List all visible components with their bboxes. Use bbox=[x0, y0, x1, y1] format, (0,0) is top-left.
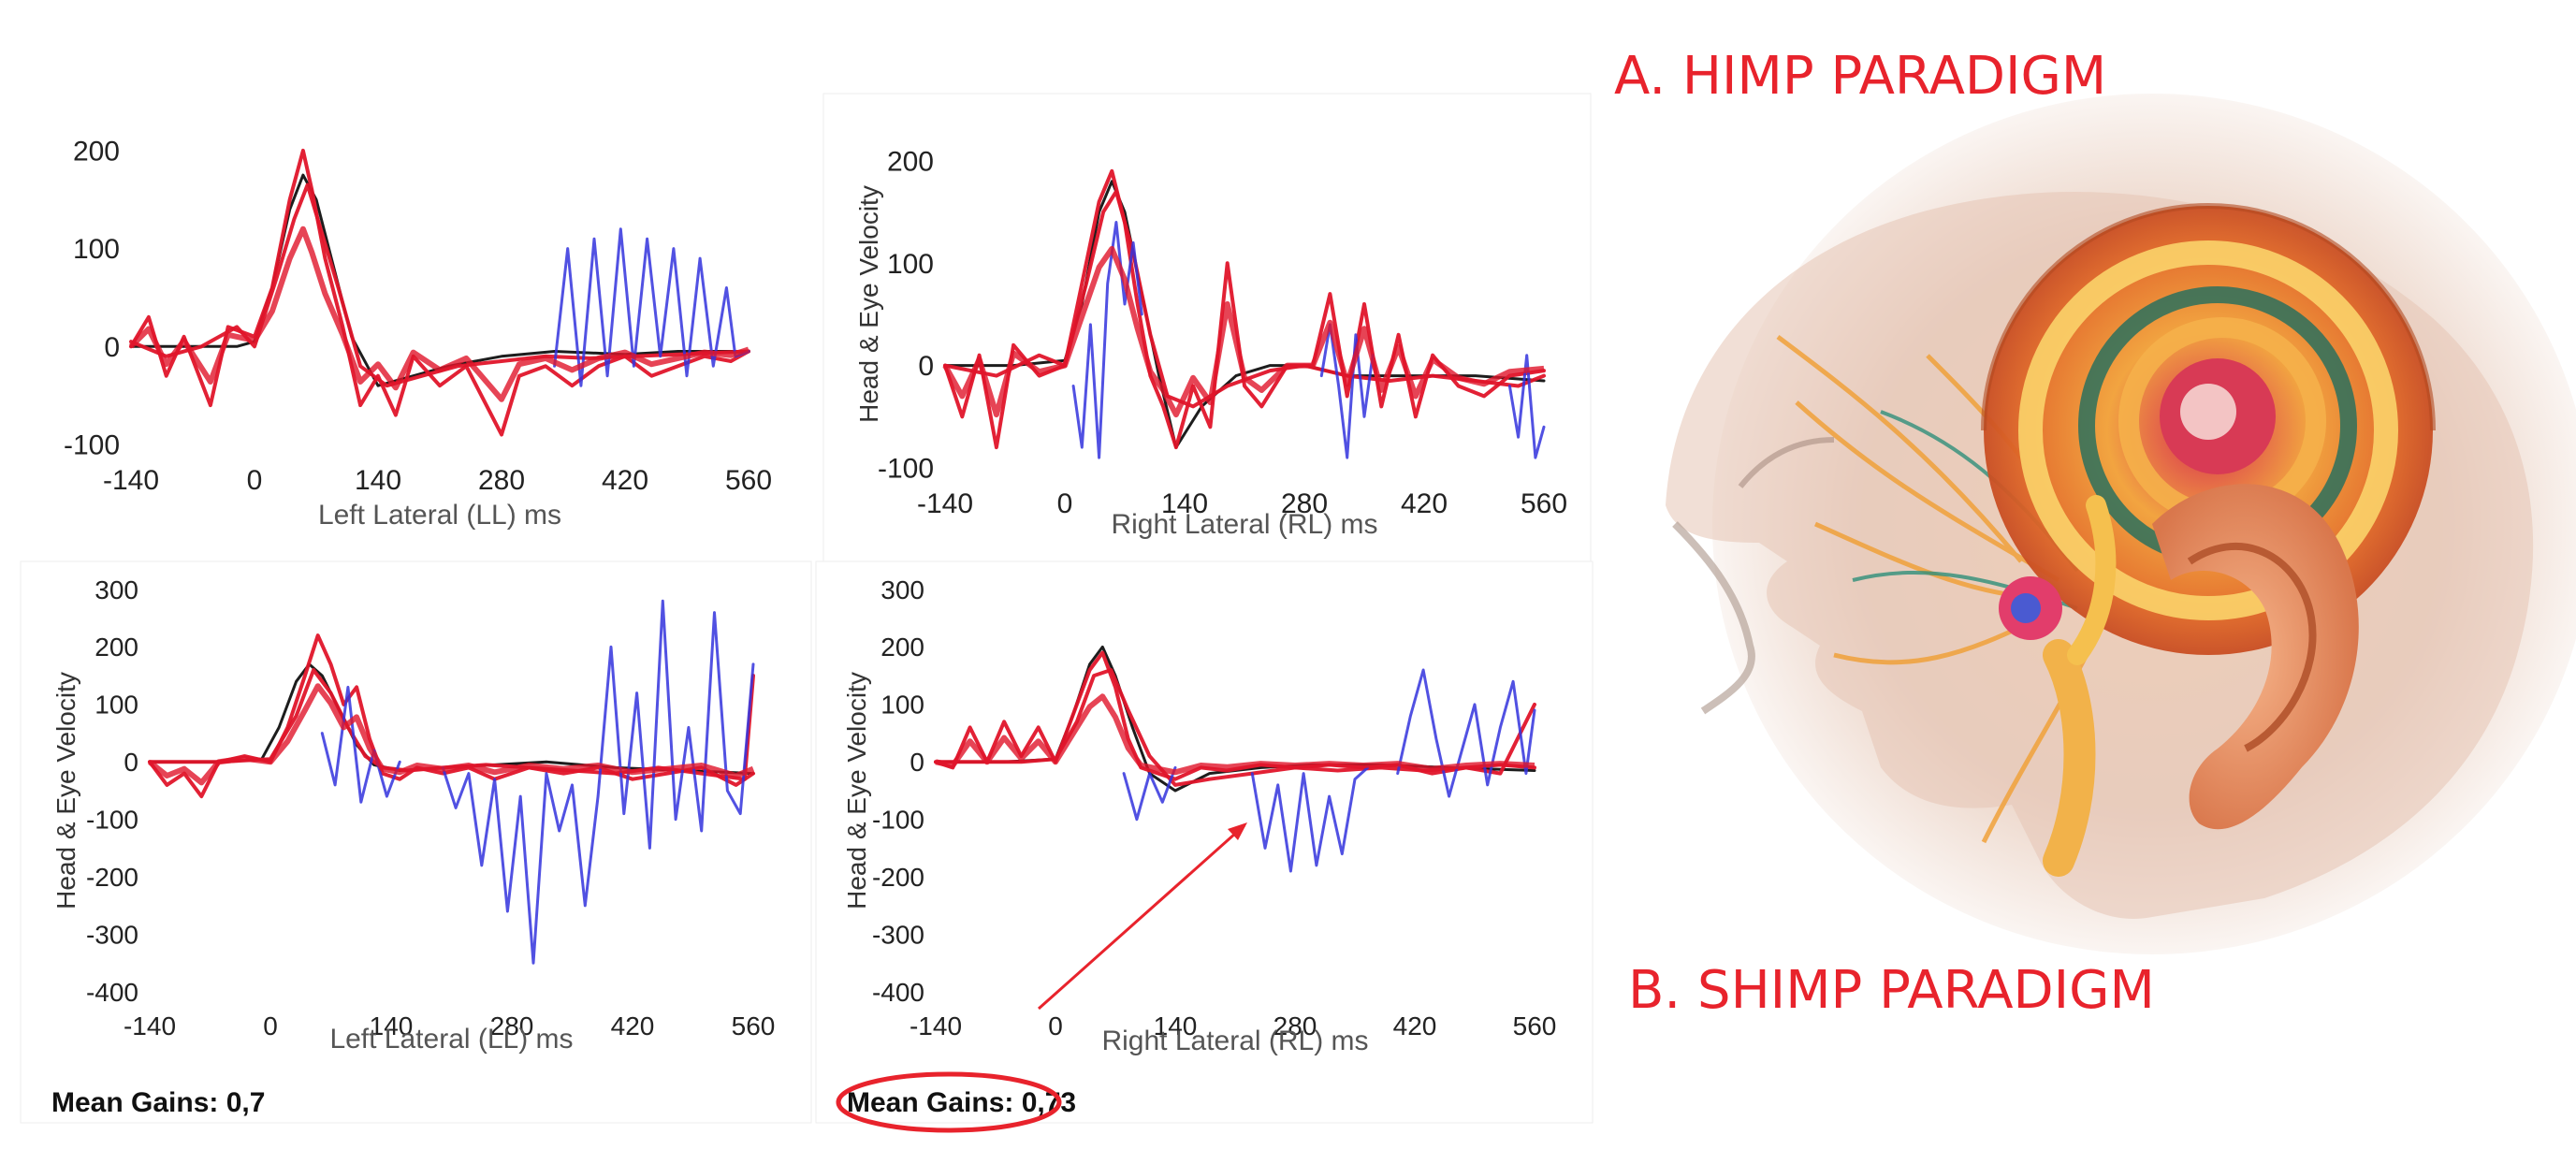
x-axis-label: Right Lateral (RL) ms bbox=[1101, 1026, 1368, 1056]
trace-red bbox=[129, 182, 750, 388]
x-tick-label: 420 bbox=[1401, 488, 1448, 519]
shimp-left-panel bbox=[20, 560, 812, 1124]
y-tick-label: -400 bbox=[872, 978, 924, 1007]
himp-left-chart: 200 100 0 -100 -140 0 140 280 420 560 Left Lateral… bbox=[64, 136, 772, 531]
x-tick-label: -140 bbox=[124, 1011, 176, 1040]
y-tick-label: -200 bbox=[872, 863, 924, 892]
himp-right-chart: 200 100 0 -100-140 0 140 280 420 560 Right Latera… bbox=[854, 146, 1567, 540]
x-tick-label: 140 bbox=[370, 1011, 414, 1040]
y-tick-label: 200 bbox=[887, 146, 934, 177]
y-axis-label: Head & Eye Velocity bbox=[854, 185, 883, 423]
x-tick-label: -140 bbox=[103, 465, 159, 496]
inner-ear-cochlea-illustration bbox=[1666, 94, 2576, 954]
himp-left-panel bbox=[21, 94, 816, 547]
y-tick-label: 0 bbox=[124, 748, 138, 777]
y-tick-label: 100 bbox=[95, 691, 138, 720]
gain-annotation bbox=[836, 822, 1247, 1133]
y-axis-label: Head & Eye Velocity bbox=[51, 672, 80, 909]
y-tick-label: -400 bbox=[86, 978, 138, 1007]
mean-gain-highlight-ellipse bbox=[836, 1071, 1062, 1133]
trace-blue bbox=[1396, 668, 1536, 798]
y-tick-label: 0 bbox=[918, 351, 934, 382]
mean-gains-label: Mean Gains: 0,7 bbox=[51, 1087, 265, 1118]
himp-right-panel bbox=[822, 93, 1592, 562]
himp-paradigm-label: A. HIMP PARADIGM bbox=[1614, 46, 2106, 107]
x-tick-label: -140 bbox=[917, 488, 973, 519]
trace-blue bbox=[1250, 765, 1370, 873]
y-tick-label: 300 bbox=[95, 575, 138, 604]
y-tick-label: 100 bbox=[887, 249, 934, 280]
trace-red-bundle bbox=[128, 226, 750, 402]
x-tick-label: 0 bbox=[1048, 1011, 1063, 1040]
x-tick-label: 560 bbox=[725, 465, 772, 496]
y-tick-label: -100 bbox=[64, 430, 120, 461]
y-tick-label: -300 bbox=[872, 920, 924, 949]
x-tick-label: 420 bbox=[611, 1011, 655, 1040]
annotation-arrow-head bbox=[1228, 822, 1247, 840]
x-tick-label: 140 bbox=[355, 465, 401, 496]
y-tick-label: 200 bbox=[95, 633, 138, 662]
y-tick-label: -100 bbox=[878, 454, 934, 485]
x-tick-label: 0 bbox=[1057, 488, 1073, 519]
x-tick-label: 280 bbox=[1281, 488, 1328, 519]
shimp-left-chart: 300 200 100 0 -100 -200 -300 -400 -140 0 140 280 420… bbox=[51, 575, 775, 1118]
annotation-arrow-line bbox=[1038, 823, 1245, 1011]
shimp-right-chart: 300 200 100 0 -100 -200 -300 -400 -140 0 140 280 420… bbox=[842, 575, 1556, 1118]
y-tick-label: -200 bbox=[86, 863, 138, 892]
x-tick-label: 280 bbox=[1273, 1011, 1317, 1040]
trace-blue bbox=[553, 227, 750, 387]
shimp-paradigm-label: B. SHIMP PARADIGM bbox=[1628, 960, 2155, 1021]
x-tick-label: 420 bbox=[602, 465, 648, 496]
y-tick-label: 200 bbox=[73, 136, 120, 167]
x-tick-label: 280 bbox=[478, 465, 525, 496]
trace-red-bundle bbox=[148, 683, 755, 786]
trace-red-bundle bbox=[935, 693, 1535, 776]
x-tick-label: 560 bbox=[1521, 488, 1567, 519]
trace-blue bbox=[320, 685, 401, 804]
x-tick-label: 560 bbox=[732, 1011, 776, 1040]
x-tick-label: 420 bbox=[1393, 1011, 1437, 1040]
trace-blue bbox=[441, 599, 755, 965]
y-tick-label: -100 bbox=[872, 806, 924, 835]
y-tick-label: 0 bbox=[910, 748, 924, 777]
trace-blue bbox=[1507, 354, 1546, 459]
x-axis-label: Left Lateral (LL) ms bbox=[318, 500, 561, 531]
x-axis-label: Right Lateral (RL) ms bbox=[1111, 509, 1377, 540]
trace-red-bundle bbox=[942, 245, 1545, 418]
x-tick-label: 280 bbox=[490, 1011, 534, 1040]
y-axis-label: Head & Eye Velocity bbox=[842, 672, 871, 909]
y-tick-label: 300 bbox=[880, 575, 924, 604]
y-tick-label: 0 bbox=[104, 332, 120, 363]
x-tick-label: 140 bbox=[1154, 1011, 1198, 1040]
x-tick-label: -140 bbox=[910, 1011, 962, 1040]
x-tick-label: 0 bbox=[247, 465, 263, 496]
y-tick-label: 100 bbox=[880, 691, 924, 720]
trace-blue bbox=[1122, 765, 1177, 822]
y-tick-label: -300 bbox=[86, 920, 138, 949]
x-tick-label: 0 bbox=[263, 1011, 278, 1040]
x-axis-label: Left Lateral (LL) ms bbox=[329, 1024, 573, 1055]
y-tick-label: 100 bbox=[73, 234, 120, 265]
x-tick-label: 560 bbox=[1513, 1011, 1557, 1040]
y-tick-label: -100 bbox=[86, 806, 138, 835]
shimp-right-panel bbox=[815, 560, 1594, 1124]
y-tick-label: 200 bbox=[880, 633, 924, 662]
trace-blue bbox=[1071, 221, 1143, 459]
mean-gains-label: Mean Gains: 0,73 bbox=[847, 1087, 1076, 1118]
x-tick-label: 140 bbox=[1161, 488, 1208, 519]
